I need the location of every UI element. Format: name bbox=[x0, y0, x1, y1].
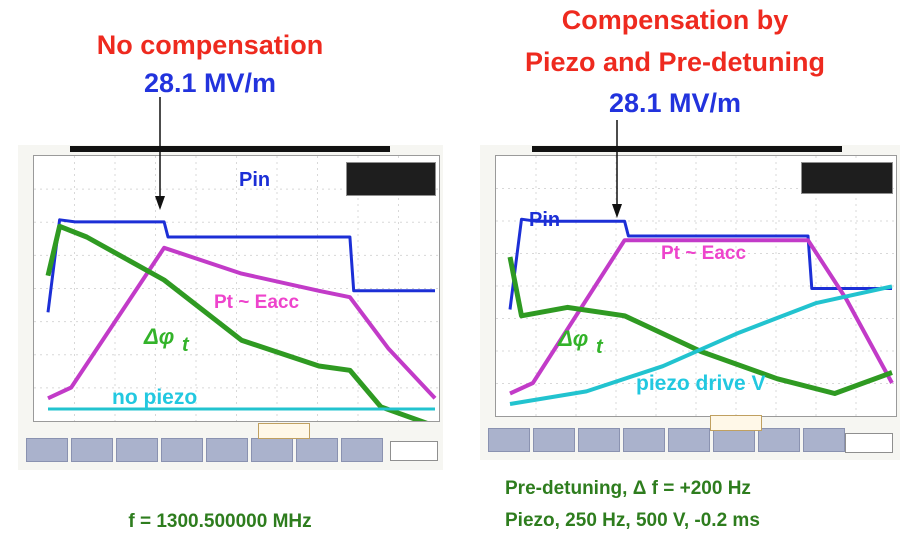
right-menu-button[interactable] bbox=[713, 428, 755, 452]
left-label-pin: Pin bbox=[239, 169, 270, 191]
left-menu-button[interactable] bbox=[161, 438, 203, 462]
left-cursor-readout bbox=[346, 162, 436, 196]
left-label-extra: no piezo bbox=[112, 386, 197, 409]
right-menu-button[interactable] bbox=[578, 428, 620, 452]
right-cursor-readout bbox=[801, 162, 893, 194]
right-title-line2: Piezo and Pre-detuning bbox=[480, 47, 870, 78]
left-field-value: 28.1 MV/m bbox=[50, 68, 370, 99]
right-status-box bbox=[710, 415, 762, 431]
left-menu-button[interactable] bbox=[206, 438, 248, 462]
right-label-dphi: Δφ bbox=[557, 326, 588, 351]
left-menu-button[interactable] bbox=[71, 438, 113, 462]
piezo-caption: Piezo, 250 Hz, 500 V, -0.2 ms bbox=[505, 510, 760, 532]
right-label-dphi-sub: t bbox=[596, 336, 604, 358]
right-menu-button[interactable] bbox=[623, 428, 665, 452]
left-menu-button[interactable] bbox=[26, 438, 68, 462]
right-menu-buttons bbox=[488, 428, 845, 452]
left-menu-button[interactable] bbox=[296, 438, 338, 462]
left-status-box bbox=[258, 423, 310, 439]
right-menu-button[interactable] bbox=[668, 428, 710, 452]
left-scope-screen: Pin Pt ~ Eacc Δφ t no piezo bbox=[33, 155, 440, 422]
right-menu-button[interactable] bbox=[533, 428, 575, 452]
right-scope-screen: Pin Pt ~ Eacc Δφ t piezo drive V bbox=[495, 155, 897, 417]
right-label-extra: piezo drive V bbox=[636, 372, 766, 395]
left-label-pt: Pt ~ Eacc bbox=[214, 292, 299, 313]
right-date-box bbox=[845, 433, 893, 453]
left-menu-button[interactable] bbox=[251, 438, 293, 462]
left-label-dphi-sub: t bbox=[182, 334, 190, 356]
right-series-pin bbox=[510, 219, 892, 309]
left-menu-button[interactable] bbox=[116, 438, 158, 462]
right-menu-button[interactable] bbox=[488, 428, 530, 452]
frequency-caption: f = 1300.500000 MHz bbox=[0, 511, 440, 533]
right-timebar bbox=[532, 146, 842, 152]
left-timebar bbox=[70, 146, 390, 152]
right-menu-button[interactable] bbox=[803, 428, 845, 452]
predetuning-caption: Pre-detuning, Δ f = +200 Hz bbox=[505, 478, 751, 500]
right-label-pt: Pt ~ Eacc bbox=[661, 243, 746, 264]
right-waveform-plot: Pin Pt ~ Eacc Δφ t piezo drive V bbox=[496, 156, 896, 416]
right-field-value: 28.1 MV/m bbox=[480, 88, 870, 119]
right-oscilloscope: Pin Pt ~ Eacc Δφ t piezo drive V bbox=[480, 145, 900, 460]
left-title: No compensation bbox=[50, 30, 370, 61]
left-date-box bbox=[390, 441, 438, 461]
left-menu-button[interactable] bbox=[341, 438, 383, 462]
right-title-line1: Compensation by bbox=[480, 5, 870, 36]
left-menu-buttons bbox=[26, 438, 383, 462]
right-label-pin: Pin bbox=[529, 209, 560, 231]
right-menu-button[interactable] bbox=[758, 428, 800, 452]
left-series-pt-eacc bbox=[48, 248, 435, 398]
left-label-dphi: Δφ bbox=[143, 324, 174, 349]
left-oscilloscope: Pin Pt ~ Eacc Δφ t no piezo bbox=[18, 145, 443, 470]
